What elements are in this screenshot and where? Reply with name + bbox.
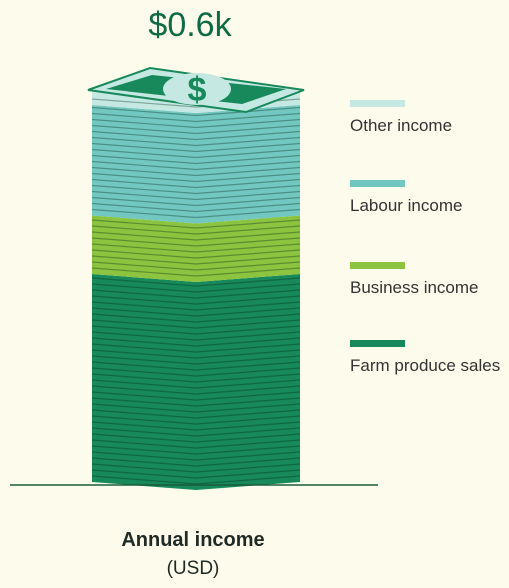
bill-edge [91,142,301,153]
bill-edge [91,243,301,253]
legend-swatch [350,180,405,187]
bill-edge [91,463,301,473]
bill-edge [91,409,301,419]
bill-edge [91,433,301,443]
bill-edge [91,249,301,259]
bill-edge [91,202,301,213]
bill-edge [91,367,301,377]
legend-label: Other income [350,116,453,135]
bill-edge [91,231,301,241]
bill-edge [91,172,301,183]
stack-segment [91,215,301,282]
bill-edge [91,307,301,317]
bill-edge [91,118,301,129]
bill-edge [91,196,301,207]
stack-segment [91,274,301,490]
bill-edge [91,337,301,347]
bill-edge [91,190,301,201]
legend-swatch [350,340,405,347]
bill-edge [91,289,301,299]
legend-item: Farm produce sales [350,340,509,376]
bill-edge [91,469,301,479]
bill-edge [91,355,301,365]
bill-edge [91,148,301,159]
x-axis-label: Annual income [121,529,264,551]
stack: $ [87,66,305,490]
bill-edge [91,373,301,383]
bill-edge [91,421,301,431]
bill-edge [91,391,301,401]
legend-swatch [350,262,405,269]
legend-item: Other income [350,100,509,136]
bill-edge [91,385,301,395]
bill-edge [91,301,301,311]
legend-label: Business income [350,278,479,297]
stack-segment [91,105,301,224]
bill-edge [91,166,301,177]
bill-edge [91,112,301,123]
bill-edge [91,439,301,449]
bill-edge [91,136,301,147]
bill-edge [91,295,301,305]
bill-edge [91,178,301,189]
bill-edge [91,475,301,485]
bill-emblem [163,73,231,105]
top-bill: $ [87,66,305,114]
bill-edge [91,361,301,371]
segment-body [92,105,300,224]
x-axis-sublabel: (USD) [167,558,220,579]
legend-label: Farm produce sales [350,356,501,375]
segment-body [92,215,300,282]
bill-edge [91,343,301,353]
segment-body [92,274,300,490]
bill-edge [91,225,301,235]
bill-edge [91,130,301,141]
bill-edge [91,349,301,359]
bill-edge [91,379,301,389]
bill-edge [91,124,301,135]
chart-title: $0.6k [148,6,232,44]
bill-edge [91,283,301,293]
bill-symbol: $ [188,71,207,109]
legend-label: Labour income [350,196,463,215]
bill-edge [91,445,301,455]
bill-edge [91,451,301,461]
bill-edge [91,415,301,425]
bill-edge [91,403,301,413]
bill-edge [91,255,301,265]
bill-edge [91,277,301,287]
legend-item: Labour income [350,180,509,216]
bill-edge [91,219,301,229]
bill-edge [91,184,301,195]
bill-edge [91,331,301,341]
bill-edge [91,106,301,117]
legend-item: Business income [350,262,509,298]
bill-edge [91,325,301,335]
bill-edge [91,427,301,437]
legend-swatch [350,100,405,107]
bill-edge [91,313,301,323]
bill-edge [91,160,301,171]
bill-edge [91,457,301,467]
bill-edge [91,267,301,277]
bill-edge [91,208,301,219]
bill-edge [91,237,301,247]
bill-edge [91,154,301,165]
bill-edge [91,261,301,271]
bill-edge [91,319,301,329]
bill-edge [91,397,301,407]
